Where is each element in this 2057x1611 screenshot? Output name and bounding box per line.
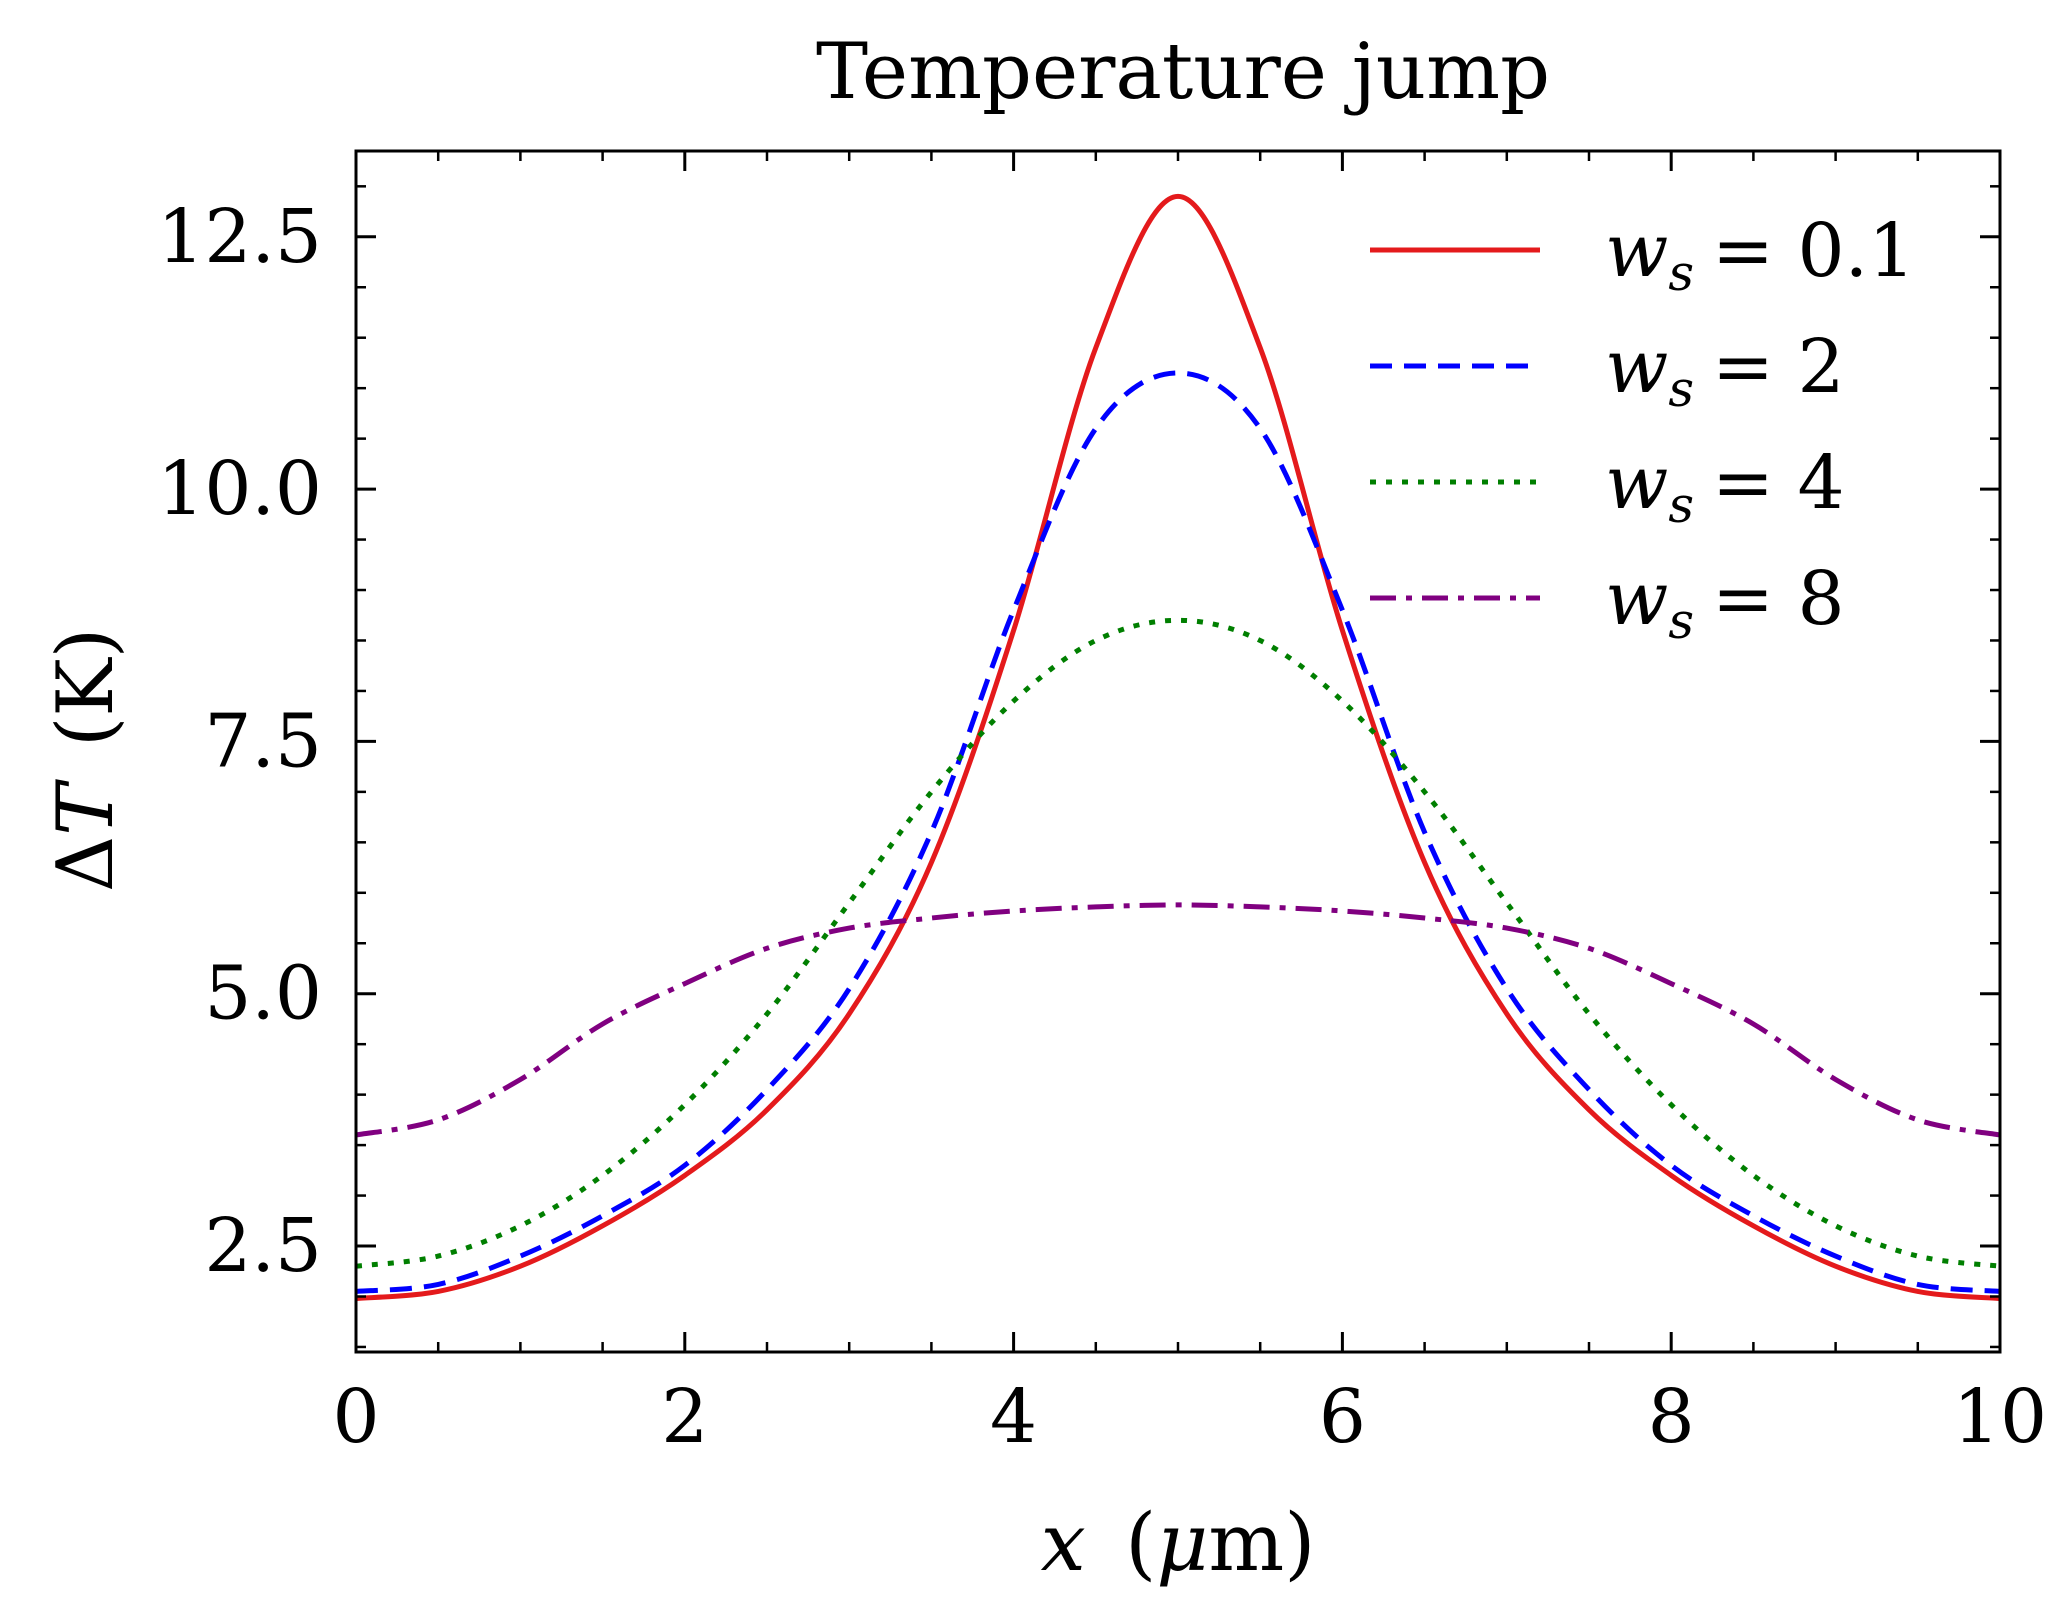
series-line-2 — [355, 617, 2001, 1269]
y-axis-label: ΔT (K) — [41, 628, 131, 892]
x-tick-label: 10 — [1953, 1374, 2047, 1460]
x-tick-label: 0 — [332, 1374, 379, 1460]
chart-title: Temperature jump — [816, 27, 1550, 117]
series-layer — [355, 193, 2001, 1301]
legend-label-3: ws = 8 — [1605, 556, 1845, 650]
y-axis-unit: K — [41, 657, 131, 717]
series-line-0 — [355, 193, 2001, 1301]
x-tick-label: 6 — [1319, 1374, 1366, 1460]
series-line-3 — [355, 902, 2001, 1138]
x-tick-label: 2 — [661, 1374, 708, 1460]
y-tick-label: 5.0 — [204, 951, 322, 1037]
y-tick-label: 7.5 — [204, 698, 322, 784]
x-tick-label: 8 — [1648, 1374, 1695, 1460]
plot-area: 0 2 4 6 8 10 2.5 5.0 7.5 10.0 12.5 — [157, 149, 2047, 1460]
x-axis-unit: m — [1208, 1496, 1284, 1589]
x-axis-label: x (μm) — [1041, 1496, 1316, 1589]
x-axis-unit-prefix: μ — [1156, 1496, 1208, 1589]
y-axis-var: T — [41, 779, 131, 836]
x-tick-label: 4 — [990, 1374, 1037, 1460]
legend: ws = 0.1 ws = 2 ws = 4 ws = 8 — [1370, 208, 1915, 650]
legend-label-1: ws = 2 — [1605, 324, 1845, 418]
legend-label-0: ws = 0.1 — [1605, 208, 1915, 302]
x-axis-var: x — [1041, 1496, 1086, 1589]
y-tick-label: 12.5 — [157, 194, 322, 280]
tick-layer: 0 2 4 6 8 10 2.5 5.0 7.5 10.0 12.5 — [157, 151, 2047, 1460]
series-line-1 — [355, 370, 2001, 1294]
y-tick-label: 10.0 — [157, 446, 322, 532]
legend-label-2: ws = 4 — [1605, 440, 1845, 534]
y-tick-label: 2.5 — [204, 1203, 322, 1289]
y-axis-delta: Δ — [41, 836, 131, 892]
